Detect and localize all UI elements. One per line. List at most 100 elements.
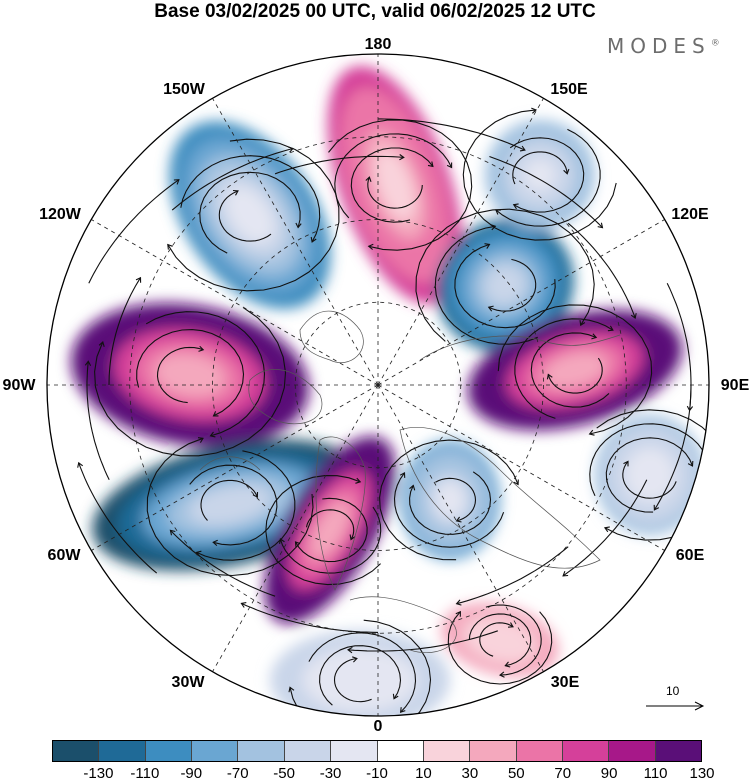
streamline [512, 151, 568, 185]
streamline [468, 613, 532, 667]
streamline [485, 604, 542, 676]
modes-logo: MODES® [607, 34, 720, 58]
anomaly-contour-band [484, 265, 526, 305]
streamline-arrow [686, 405, 694, 412]
colorbar-tick-label: -30 [319, 765, 342, 782]
streamline [562, 479, 648, 577]
colorbar-tick-label: -110 [130, 765, 160, 782]
streamline-arrow [455, 516, 462, 523]
streamline [462, 109, 617, 241]
anomaly-east-asia-ridge [467, 309, 683, 431]
vector-scale-arrow [646, 701, 705, 711]
streamline-arrow [240, 602, 247, 608]
streamline [196, 450, 296, 561]
coastline [248, 369, 323, 425]
streamline-arrow [427, 161, 434, 168]
anomaly-siberia-trough [436, 218, 574, 352]
streamline-arrow [588, 429, 595, 436]
colorbar-swatch [99, 741, 146, 761]
anomaly-contour-band [225, 186, 275, 244]
streamline-arrow [504, 661, 511, 668]
colorbar-tick-label: -130 [83, 765, 114, 782]
longitude-label: 150W [163, 81, 205, 98]
longitude-label: 0 [373, 718, 383, 735]
streamline [509, 137, 585, 213]
streamline-arrow [687, 460, 694, 467]
streamline-arrow [367, 243, 374, 250]
anomaly-atlantic-south-low [270, 630, 450, 716]
streamline [88, 179, 180, 284]
longitude-label: 30W [171, 674, 205, 691]
colorbar-swatch [284, 741, 332, 761]
colorbar-tick-label: 10 [415, 765, 432, 782]
streamline-arrow [77, 461, 84, 468]
streamline-arrow [399, 154, 405, 161]
meridian-line [91, 219, 379, 386]
streamline-arrow [531, 107, 538, 114]
streamline [596, 409, 709, 541]
streamline-arrow [603, 526, 610, 533]
streamline-arrow [279, 538, 285, 544]
anomaly-contour-band [542, 351, 608, 389]
colorbar-swatch [331, 741, 378, 761]
streamline [156, 346, 204, 404]
meridian-line [377, 219, 665, 386]
streamline-arrow [484, 243, 491, 249]
streamline-arrow [349, 534, 356, 541]
streamline-arrow [446, 162, 453, 169]
colorbar-swatch [238, 741, 285, 761]
anomaly-contour-band [482, 628, 518, 652]
colorbar-tick-label: 110 [643, 765, 668, 782]
anomaly-contour-band [435, 482, 465, 518]
longitude-label: 90W [2, 377, 36, 394]
streamline-arrow [519, 145, 526, 152]
streamline-arrow [399, 707, 406, 714]
colorbar-ticks: -130 -110 -90 -70 -50 -30 -10 10 30 50 70 90 110 130 [0, 765, 750, 783]
streamline-arrow [365, 176, 372, 182]
coastline [199, 456, 261, 471]
streamline [136, 329, 245, 417]
anomaly-central-asia-trough [595, 415, 705, 535]
streamline-arrow [197, 437, 204, 443]
streamline-arrow [495, 209, 501, 215]
streamline [189, 464, 278, 546]
longitude-label: 120W [39, 206, 81, 223]
anomaly-contour-band [333, 665, 387, 695]
colorbar-tick-label: -50 [273, 765, 295, 782]
streamline-arrow [409, 484, 416, 491]
streamline [167, 138, 340, 292]
streamline [108, 277, 141, 386]
streamline [497, 304, 653, 435]
streamline-arrow [579, 320, 586, 327]
streamline [489, 155, 603, 229]
streamline [145, 311, 266, 437]
streamline-arrow [623, 460, 629, 467]
streamline [171, 147, 294, 211]
streamline-arrow [346, 646, 353, 654]
longitude-label: 180 [364, 36, 392, 53]
streamline [350, 147, 434, 223]
streamline-arrow [84, 360, 92, 366]
longitude-label: 90E [720, 377, 750, 394]
longitude-label: 60E [675, 547, 705, 564]
anomaly-scandinavia-trough [400, 440, 500, 560]
streamline-arrow [135, 276, 142, 283]
colorbar-tick-label: 50 [507, 765, 525, 782]
streamline [305, 509, 355, 540]
meridian-line [377, 384, 544, 672]
streamline [180, 155, 321, 243]
streamline-arrow [513, 479, 519, 486]
streamline [415, 208, 595, 342]
streamline [94, 307, 287, 457]
anomaly-contour-band [374, 149, 416, 221]
streamline-arrow [169, 529, 176, 536]
anomaly-contour-band [633, 457, 667, 493]
map-boundary [46, 53, 710, 717]
streamline-arrow [198, 345, 205, 352]
streamline [409, 471, 492, 535]
streamline [308, 632, 417, 713]
streamline [367, 176, 423, 209]
streamline-arrow [295, 222, 302, 229]
coastline [349, 596, 457, 653]
